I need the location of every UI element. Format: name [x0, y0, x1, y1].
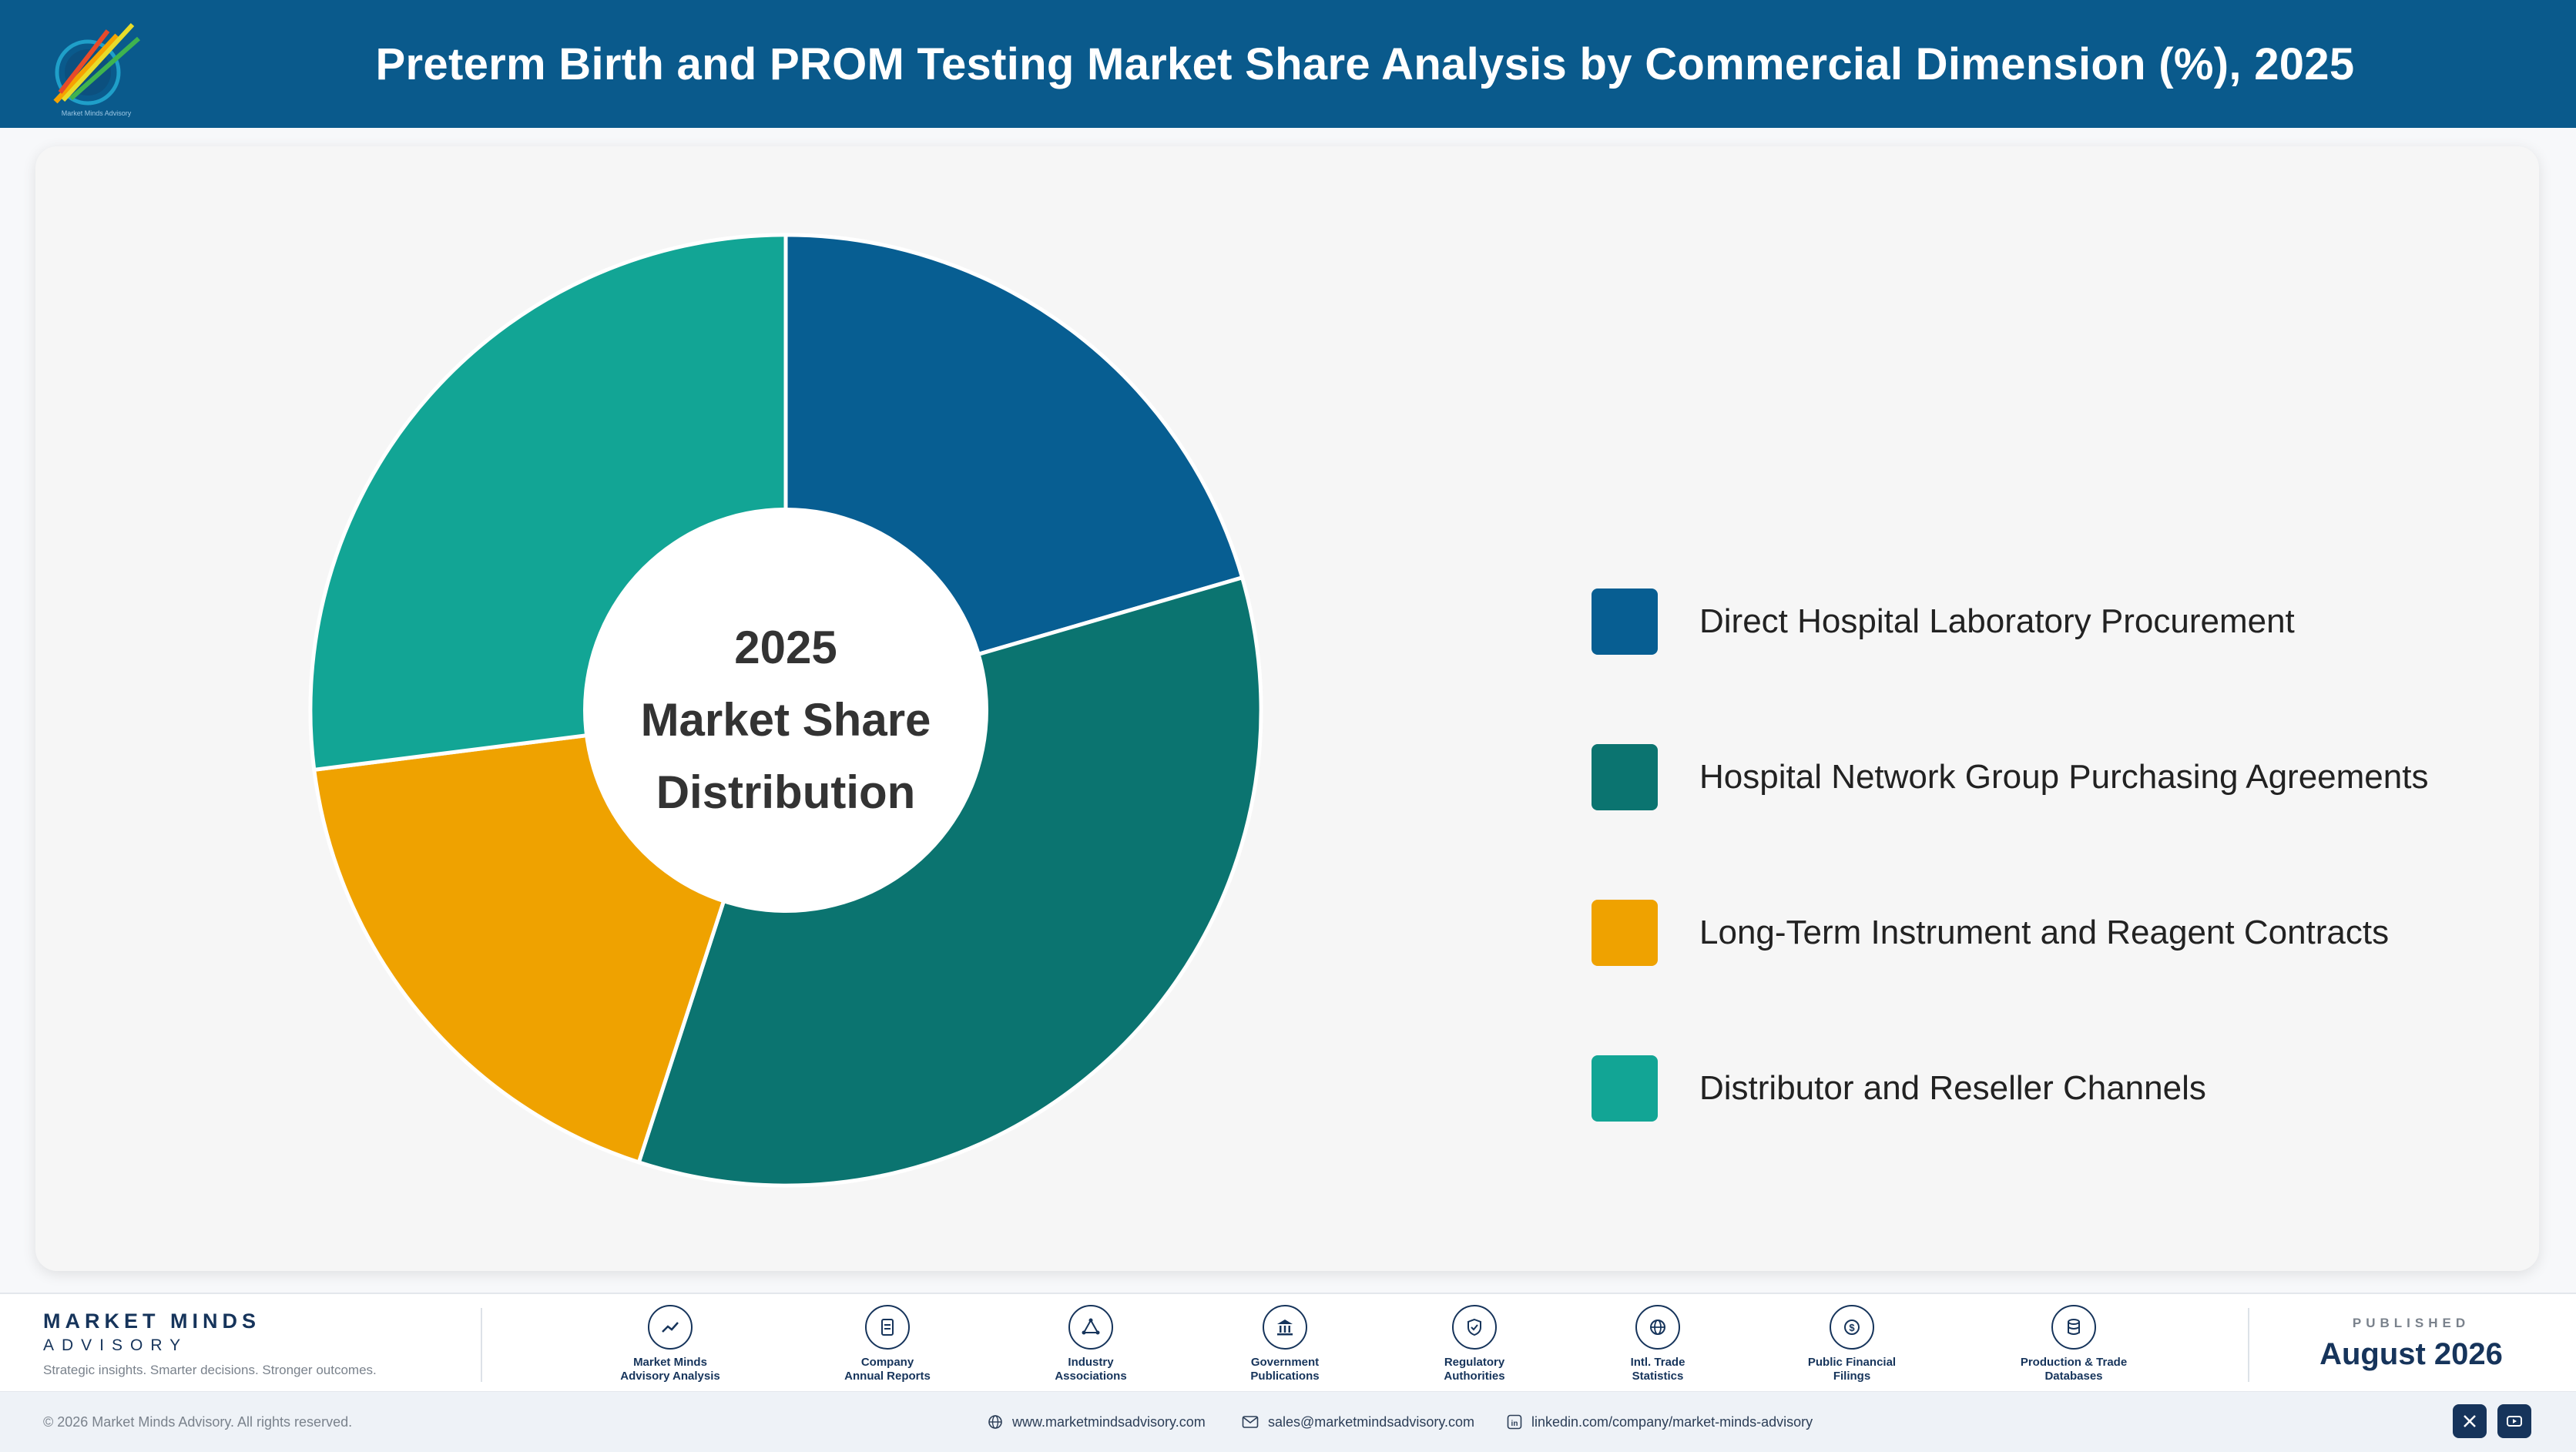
donut-chart: 2025 Market Share Distribution — [308, 233, 1263, 1188]
svg-text:in: in — [1511, 1420, 1518, 1428]
divider — [481, 1308, 482, 1382]
globe-icon — [1635, 1305, 1680, 1350]
divider — [2248, 1308, 2249, 1382]
website-link[interactable]: www.marketmindsadvisory.com — [988, 1392, 1206, 1452]
page-title: Preterm Birth and PROM Testing Market Sh… — [375, 39, 2355, 89]
svg-text:$: $ — [1849, 1322, 1855, 1333]
linkedin-icon: in — [1507, 1414, 1522, 1430]
source-label: Government Publications — [1250, 1356, 1320, 1383]
header-bar: Market Minds Advisory Preterm Birth and … — [0, 0, 2576, 128]
brand-block: MARKET MINDS ADVISORY Strategic insights… — [43, 1309, 377, 1378]
source-item[interactable]: Industry Associations — [1006, 1305, 1176, 1383]
source-label: Intl. Trade Statistics — [1630, 1356, 1685, 1383]
email-link[interactable]: sales@marketmindsadvisory.com — [1242, 1392, 1474, 1452]
source-item[interactable]: $ Public Financial Filings — [1767, 1305, 1937, 1383]
linkedin-text: linkedin.com/company/market-minds-adviso… — [1531, 1414, 1813, 1430]
market-minds-logo: Market Minds Advisory — [53, 22, 140, 117]
legend-item: Long-Term Instrument and Reagent Contrac… — [1592, 897, 2516, 966]
email-text: sales@marketmindsadvisory.com — [1268, 1414, 1475, 1430]
center-text-line-2: Market Share — [641, 694, 931, 746]
source-item[interactable]: Intl. Trade Statistics — [1573, 1305, 1742, 1383]
source-item[interactable]: Market Minds Advisory Analysis — [585, 1305, 755, 1383]
source-label: Industry Associations — [1055, 1356, 1127, 1383]
source-label: Company Annual Reports — [844, 1356, 931, 1383]
source-item[interactable]: Government Publications — [1200, 1305, 1370, 1383]
globe-icon — [988, 1415, 1002, 1429]
source-item[interactable]: Company Annual Reports — [803, 1305, 972, 1383]
legend-item: Hospital Network Group Purchasing Agreem… — [1592, 741, 2516, 810]
dollar-coin-icon: $ — [1830, 1305, 1874, 1350]
copyright-text: © 2026 Market Minds Advisory. All rights… — [43, 1414, 353, 1430]
database-icon — [2051, 1305, 2096, 1350]
linkedin-link[interactable]: in linkedin.com/company/market-minds-adv… — [1507, 1392, 1813, 1452]
center-text-line-3: Distribution — [656, 766, 916, 818]
brand-tagline: Strategic insights. Smarter decisions. S… — [43, 1363, 377, 1377]
legend-swatch — [1592, 744, 1658, 810]
legend-label: Direct Hospital Laboratory Procurement — [1699, 602, 2295, 640]
published-block: PUBLISHED August 2026 — [2280, 1316, 2542, 1372]
source-label: Regulatory Authorities — [1444, 1356, 1505, 1383]
donut-hole — [583, 508, 988, 913]
legend-swatch — [1592, 1055, 1658, 1122]
bottom-bar: © 2026 Market Minds Advisory. All rights… — [0, 1391, 2576, 1452]
trend-chart-icon — [648, 1305, 693, 1350]
legend-label: Long-Term Instrument and Reagent Contrac… — [1699, 914, 2390, 951]
legend-item: Direct Hospital Laboratory Procurement — [1592, 585, 2516, 655]
brand-sub: ADVISORY — [43, 1336, 189, 1354]
brand-name: MARKET MINDS — [43, 1309, 260, 1333]
document-icon — [865, 1305, 910, 1350]
network-icon — [1068, 1305, 1113, 1350]
published-label: PUBLISHED — [2352, 1316, 2470, 1330]
mail-icon — [1242, 1416, 1259, 1428]
legend-label: Hospital Network Group Purchasing Agreem… — [1699, 758, 2429, 796]
legend-item: Distributor and Reseller Channels — [1592, 1052, 2516, 1122]
svg-text:Market Minds Advisory: Market Minds Advisory — [62, 109, 132, 117]
legend-swatch — [1592, 900, 1658, 966]
x-icon[interactable] — [2453, 1404, 2487, 1438]
footer: MARKET MINDS ADVISORY Strategic insights… — [0, 1293, 2576, 1452]
source-item[interactable]: Production & Trade Databases — [1989, 1305, 2158, 1383]
center-text-line-1: 2025 — [734, 622, 837, 673]
source-label: Public Financial Filings — [1807, 1356, 1897, 1383]
published-date: August 2026 — [2319, 1337, 2503, 1371]
source-item[interactable]: Regulatory Authorities — [1390, 1305, 1559, 1383]
source-label: Production & Trade Databases — [2020, 1356, 2128, 1383]
youtube-icon[interactable] — [2497, 1404, 2531, 1438]
website-text: www.marketmindsadvisory.com — [1012, 1414, 1206, 1430]
government-building-icon — [1263, 1305, 1307, 1350]
source-label: Market Minds Advisory Analysis — [620, 1356, 720, 1383]
shield-check-icon — [1452, 1305, 1497, 1350]
legend-swatch — [1592, 589, 1658, 655]
legend-label: Distributor and Reseller Channels — [1699, 1069, 2206, 1107]
chart-card: 2025 Market Share Distribution Direct Ho… — [35, 146, 2539, 1271]
